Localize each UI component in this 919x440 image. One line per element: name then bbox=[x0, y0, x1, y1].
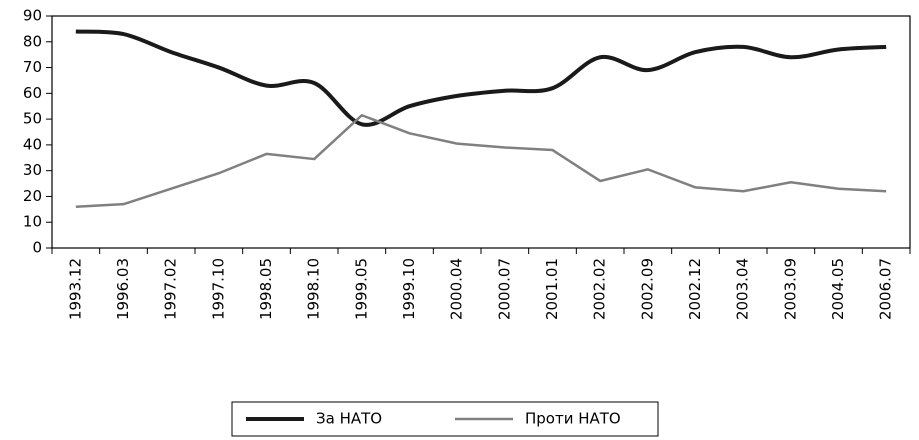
series-line bbox=[75, 29, 887, 127]
x-tick-label: 2001.01 bbox=[543, 258, 561, 320]
x-tick-label: 1998.10 bbox=[305, 258, 323, 320]
y-tick-label: 70 bbox=[23, 58, 42, 76]
series-line bbox=[75, 113, 887, 209]
y-tick-label: 80 bbox=[23, 32, 42, 50]
plot-frame bbox=[51, 15, 911, 249]
y-tick-label: 10 bbox=[23, 213, 42, 231]
x-tick-label: 2003.09 bbox=[781, 258, 799, 320]
x-tick-label: 2000.04 bbox=[448, 258, 466, 320]
y-tick-label: 50 bbox=[23, 110, 42, 128]
x-tick-label: 2002.12 bbox=[686, 258, 704, 320]
y-tick-label: 40 bbox=[23, 135, 42, 153]
x-tick-label: 1993.12 bbox=[66, 258, 84, 320]
y-tick-label: 0 bbox=[32, 239, 42, 257]
legend-label: Проти НАТО bbox=[525, 410, 621, 428]
x-tick-label: 2003.04 bbox=[734, 258, 752, 320]
y-tick-label: 60 bbox=[23, 84, 42, 102]
x-tick-label: 1999.05 bbox=[352, 258, 370, 320]
x-tick-label: 2004.05 bbox=[829, 258, 847, 320]
x-tick-label: 1997.10 bbox=[209, 258, 227, 320]
x-tick-label: 2002.09 bbox=[638, 258, 656, 320]
x-tick-label: 1998.05 bbox=[257, 258, 275, 320]
y-tick-label: 90 bbox=[23, 7, 42, 25]
x-tick-label: 1997.02 bbox=[162, 258, 180, 320]
y-tick-label: 30 bbox=[23, 161, 42, 179]
x-tick-label: 1996.03 bbox=[114, 258, 132, 320]
x-tick-label: 2006.07 bbox=[877, 258, 895, 320]
y-tick-label: 20 bbox=[23, 187, 42, 205]
legend-label: За НАТО bbox=[316, 410, 382, 428]
x-tick-label: 2000.07 bbox=[495, 258, 513, 320]
x-tick-label: 1999.10 bbox=[400, 258, 418, 320]
x-tick-label: 2002.02 bbox=[591, 258, 609, 320]
